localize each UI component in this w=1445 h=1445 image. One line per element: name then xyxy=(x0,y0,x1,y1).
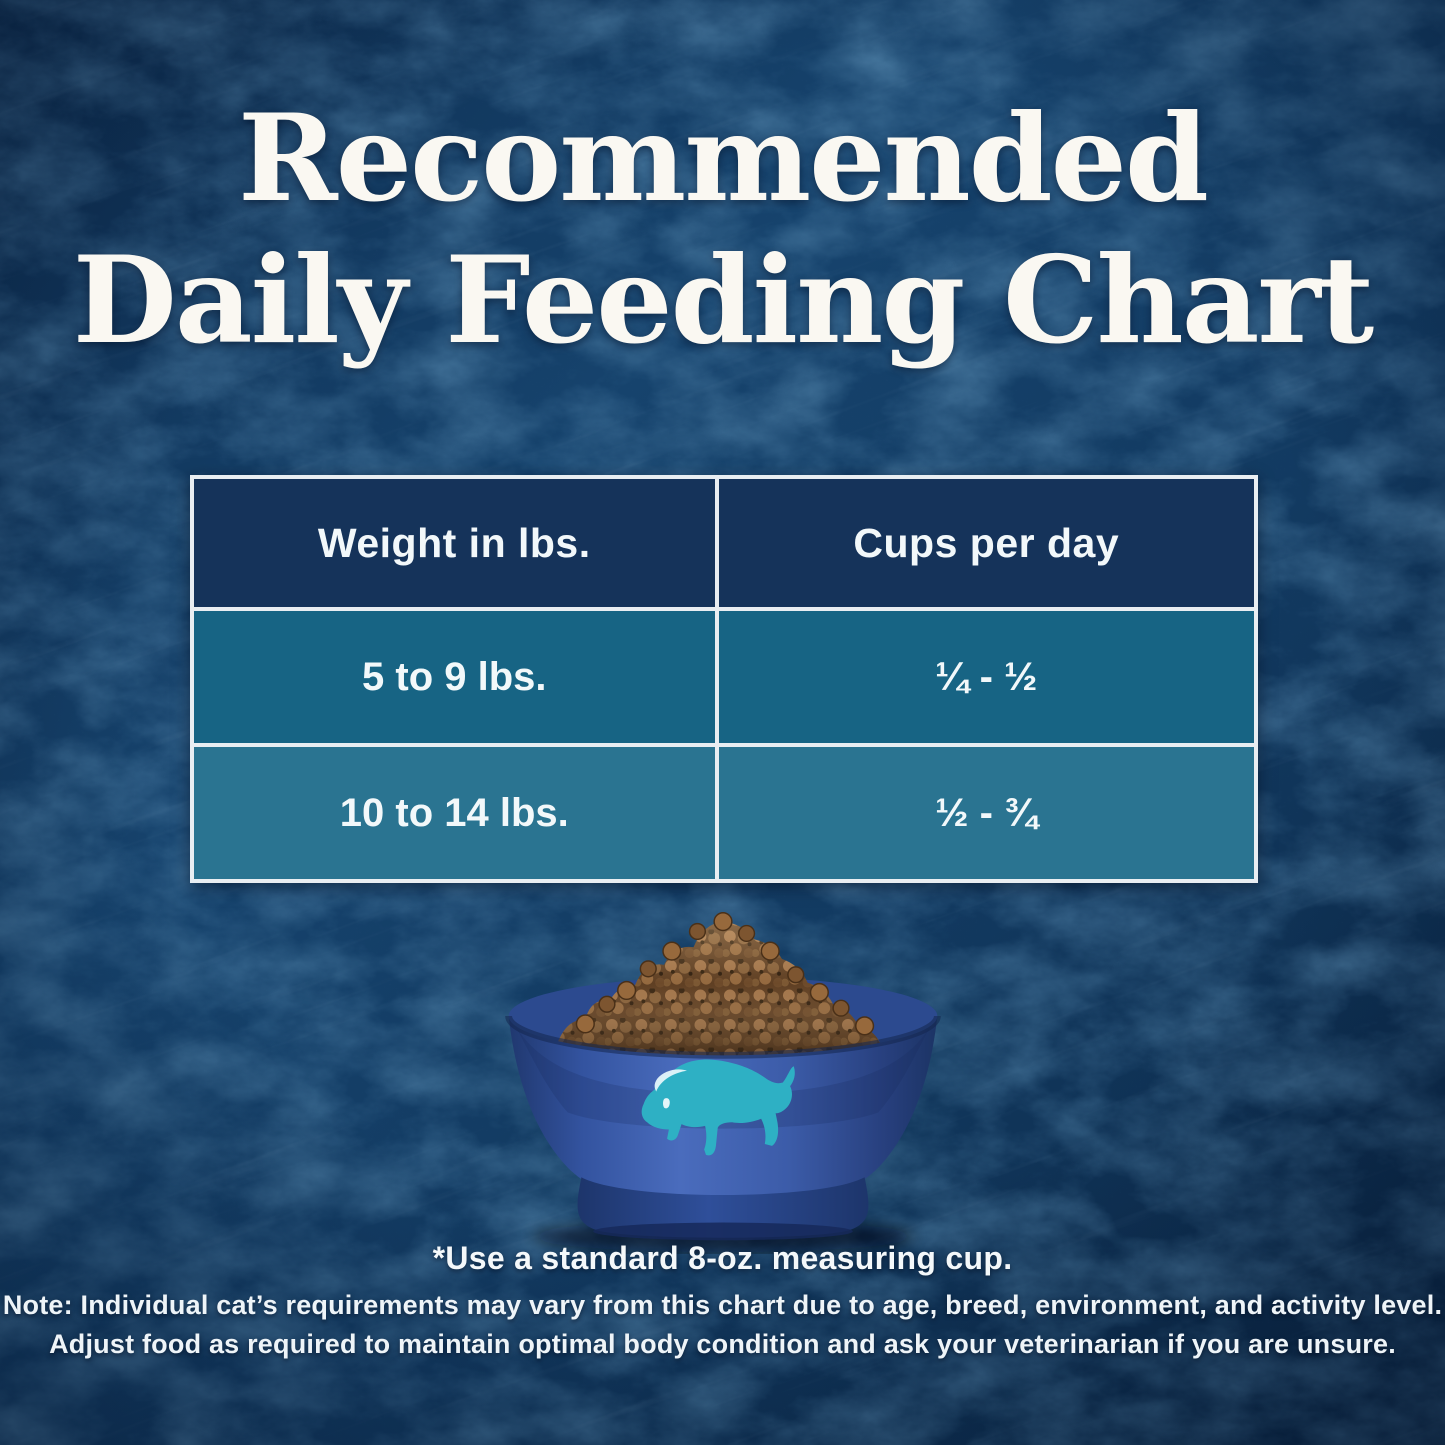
title-line-2: Daily Feeding Chart xyxy=(72,229,1374,371)
page-title: Recommended Daily Feeding Chart xyxy=(0,88,1445,371)
pet-food-bowl-illustration xyxy=(487,900,959,1254)
cups-per-day-cell: ¼ - ½ xyxy=(714,607,1259,747)
weight-range-cell: 10 to 14 lbs. xyxy=(190,743,719,883)
bowl-foot xyxy=(577,1177,868,1241)
title-line-1: Recommended xyxy=(238,88,1209,229)
table-header-row: Weight in lbs. Cups per day xyxy=(190,475,1259,611)
disclaimer-note: Note: Individual cat’s requirements may … xyxy=(0,1286,1445,1364)
cups-per-day-cell: ½ - ¾ xyxy=(714,743,1259,883)
bowl-illustration-svg xyxy=(504,912,941,1253)
column-header-cups: Cups per day xyxy=(714,475,1259,611)
kibble-pile xyxy=(555,912,882,1060)
note-line-2: Adjust food as required to maintain opti… xyxy=(49,1329,1396,1360)
table-row: 5 to 9 lbs. ¼ - ½ xyxy=(190,607,1259,747)
measuring-cup-footnote: *Use a standard 8-oz. measuring cup. xyxy=(432,1240,1013,1276)
feeding-table: Weight in lbs. Cups per day 5 to 9 lbs. … xyxy=(190,475,1259,883)
column-header-weight: Weight in lbs. xyxy=(190,475,719,611)
table-row: 10 to 14 lbs. ½ - ¾ xyxy=(190,743,1259,883)
buffalo-logo-icon xyxy=(641,1059,795,1156)
weight-range-cell: 5 to 9 lbs. xyxy=(190,607,719,747)
note-line-1: Note: Individual cat’s requirements may … xyxy=(2,1290,1443,1320)
